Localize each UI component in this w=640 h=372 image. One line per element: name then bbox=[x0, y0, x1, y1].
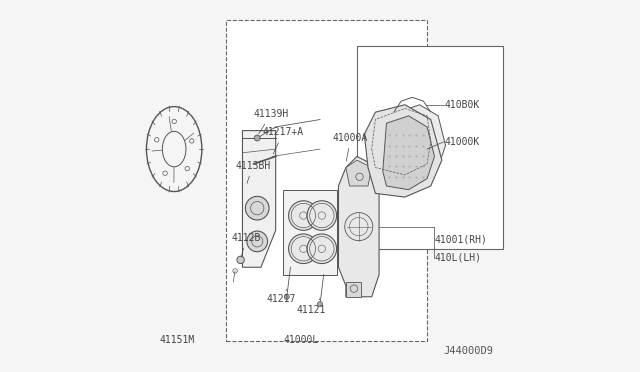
Text: 410L(LH): 410L(LH) bbox=[435, 253, 481, 263]
Polygon shape bbox=[243, 131, 276, 267]
Text: 41001(RH): 41001(RH) bbox=[435, 234, 487, 244]
Text: 41000L: 41000L bbox=[284, 335, 319, 345]
Ellipse shape bbox=[284, 294, 289, 299]
Polygon shape bbox=[346, 282, 360, 297]
Polygon shape bbox=[364, 105, 442, 197]
Ellipse shape bbox=[317, 302, 323, 307]
Bar bbox=[357, 46, 503, 249]
Text: 41000K: 41000K bbox=[445, 137, 480, 147]
Polygon shape bbox=[346, 160, 372, 186]
Text: 41000A: 41000A bbox=[333, 133, 368, 161]
Text: 4112B: 4112B bbox=[232, 233, 260, 257]
Text: 410B0K: 410B0K bbox=[445, 100, 480, 110]
Ellipse shape bbox=[307, 234, 337, 263]
Polygon shape bbox=[383, 116, 435, 190]
Ellipse shape bbox=[289, 234, 318, 263]
Text: 41217: 41217 bbox=[266, 289, 296, 304]
Text: 4113BH: 4113BH bbox=[235, 161, 270, 183]
Text: J44000D9: J44000D9 bbox=[444, 346, 493, 356]
Ellipse shape bbox=[245, 196, 269, 220]
Ellipse shape bbox=[289, 201, 318, 230]
Ellipse shape bbox=[307, 201, 337, 230]
Polygon shape bbox=[339, 157, 379, 297]
Ellipse shape bbox=[237, 256, 244, 263]
Polygon shape bbox=[394, 105, 445, 179]
Text: 41151M: 41151M bbox=[159, 335, 195, 345]
Ellipse shape bbox=[254, 135, 260, 141]
Text: 41139H: 41139H bbox=[253, 109, 289, 134]
Bar bbox=[283, 190, 337, 275]
Text: 41121: 41121 bbox=[296, 299, 325, 315]
Bar bbox=[226, 20, 427, 341]
Text: 41217+A: 41217+A bbox=[263, 128, 304, 154]
Ellipse shape bbox=[247, 231, 268, 252]
